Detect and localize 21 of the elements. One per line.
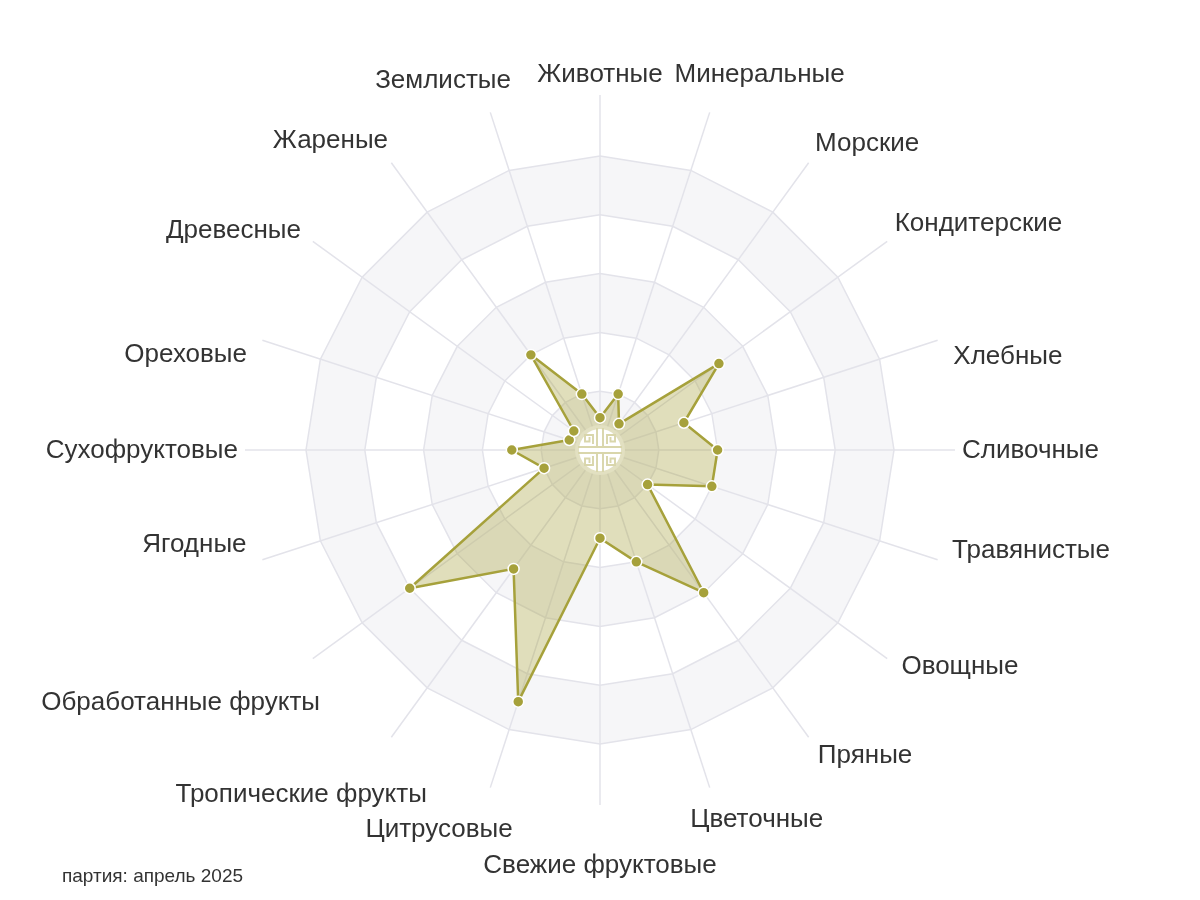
spoke-label: Травянистые <box>952 533 1110 564</box>
spoke-label: Цитрусовые <box>365 813 513 844</box>
spoke-label: Свежие фруктовые <box>483 848 717 879</box>
spoke-label: Морские <box>815 126 920 157</box>
spoke-label: Ягодные <box>142 527 247 558</box>
text: партия: апрель 2025 <box>62 865 244 886</box>
spoke-label: Цветочные <box>690 803 824 834</box>
spoke-label: Пряные <box>817 738 913 769</box>
spoke-label: Сливочные <box>962 434 1099 464</box>
spoke-label: Ореховые <box>124 338 248 369</box>
spoke-label: Сухофруктовые <box>45 434 239 464</box>
spoke-label: Обработанные фрукты <box>41 685 321 716</box>
spoke-label: Хлебные <box>953 339 1063 370</box>
spoke-label: Землистые <box>375 64 511 95</box>
spoke-label: Жареные <box>272 123 389 154</box>
spoke-label: Тропические фрукты <box>175 777 427 808</box>
spoke-label: Овощные <box>901 650 1019 681</box>
spoke-label: Минеральные <box>674 58 845 89</box>
spoke-label: Животные <box>537 58 663 89</box>
spoke-label: Кондитерские <box>894 206 1063 237</box>
spoke-label: Древесные <box>165 213 301 244</box>
